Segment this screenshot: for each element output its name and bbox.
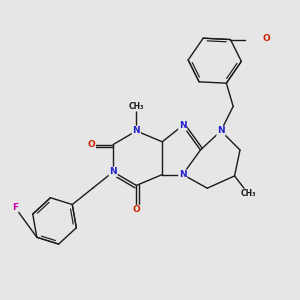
Text: CH₃: CH₃	[129, 102, 144, 111]
Text: O: O	[88, 140, 95, 149]
Text: N: N	[179, 170, 187, 179]
Text: F: F	[12, 203, 18, 212]
Text: N: N	[179, 121, 187, 130]
Text: O: O	[133, 206, 140, 214]
Text: CH₃: CH₃	[240, 189, 256, 198]
Text: N: N	[133, 126, 140, 135]
Text: O: O	[262, 34, 270, 43]
Text: N: N	[110, 167, 117, 176]
Text: N: N	[217, 126, 225, 135]
